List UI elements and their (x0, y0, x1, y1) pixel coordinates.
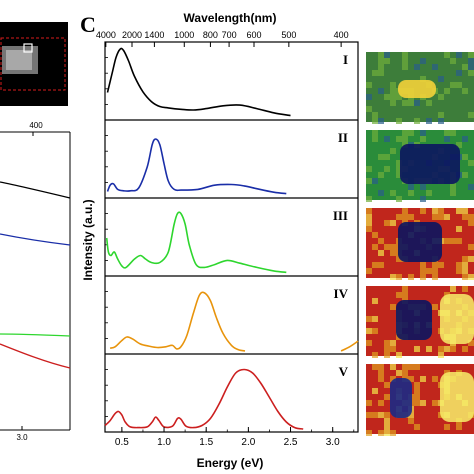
panel-letter: C (80, 12, 96, 37)
top-tick-label: 2000 (122, 30, 142, 40)
series-label-iii: III (333, 208, 348, 223)
map-image-4 (366, 286, 474, 358)
top-tick-label: 1000 (174, 30, 194, 40)
stacked-spectra-chart: Wavelength(nm) Energy (eV) Intensity (a.… (81, 11, 359, 470)
left-top-tick: 400 (29, 121, 43, 130)
top-tick-label: 700 (222, 30, 237, 40)
map-image-1 (366, 52, 474, 124)
map-image-2 (366, 130, 474, 202)
left-partial-spectra: 400 3.0 (0, 121, 71, 442)
series-line-v (104, 368, 304, 430)
x-tick-label: 1.0 (157, 437, 171, 448)
top-tick-label: 500 (281, 30, 296, 40)
left-bottom-tick: 3.0 (16, 433, 28, 442)
y-axis-label: Intensity (a.u.) (81, 199, 95, 280)
top-tick-label: 1400 (144, 30, 164, 40)
map-image-3 (366, 208, 474, 280)
left-curve-blue (0, 233, 71, 246)
top-axis-label: Wavelength(nm) (184, 11, 277, 25)
series-line-i (106, 47, 291, 117)
top-tick-label: 600 (246, 30, 261, 40)
x-tick-label: 2.5 (284, 437, 298, 448)
left-curve-green (0, 333, 71, 337)
top-tick-label: 400 (334, 30, 349, 40)
series-line-iv (109, 291, 246, 352)
top-tick-label: 4000 (96, 30, 116, 40)
series-label-ii: II (338, 130, 348, 145)
emission-map-images (366, 52, 474, 436)
series-line-iii (105, 211, 287, 274)
x-tick-label: 2.0 (241, 437, 255, 448)
x-axis-label: Energy (eV) (197, 456, 264, 470)
x-tick-label: 0.5 (115, 437, 129, 448)
series-line-iv-tail (340, 340, 359, 352)
left-curve-red (0, 343, 71, 369)
left-curve-black (0, 181, 71, 199)
series-line-ii (106, 138, 287, 195)
top-tick-label: 800 (203, 30, 218, 40)
x-tick-label: 1.5 (199, 437, 213, 448)
map-image-5 (366, 364, 474, 436)
inset-sem-image (0, 22, 68, 106)
series-label-v: V (339, 364, 349, 379)
x-tick-label: 3.0 (326, 437, 340, 448)
series-label-i: I (343, 52, 348, 67)
series-label-iv: IV (334, 286, 349, 301)
plot-frame (104, 41, 359, 433)
